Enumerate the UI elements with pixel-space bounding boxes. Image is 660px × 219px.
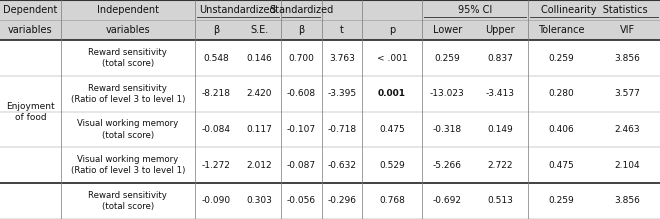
Text: S.E.: S.E. [250,25,268,35]
Text: 0.259: 0.259 [548,196,574,205]
Text: 0.001: 0.001 [378,89,406,98]
Text: -0.087: -0.087 [286,161,316,170]
Text: t: t [340,25,344,35]
Text: 0.117: 0.117 [246,125,272,134]
Text: Upper: Upper [485,25,515,35]
Bar [0,0,660,40]
Text: Visual working memory
(Ratio of level 3 to level 1): Visual working memory (Ratio of level 3 … [71,155,185,175]
Text: -0.632: -0.632 [327,161,356,170]
Text: 0.146: 0.146 [246,54,272,63]
Text: Tolerance: Tolerance [538,25,584,35]
Text: Standardized: Standardized [269,5,333,15]
Text: 0.548: 0.548 [203,54,229,63]
Text: -0.692: -0.692 [433,196,461,205]
Text: 0.529: 0.529 [379,161,405,170]
Text: Visual working memory
(total score): Visual working memory (total score) [77,120,178,140]
Text: 2.722: 2.722 [487,161,513,170]
Text: 2.012: 2.012 [246,161,272,170]
Text: p: p [389,25,395,35]
Text: 0.280: 0.280 [548,89,574,98]
Text: Unstandardized: Unstandardized [199,5,276,15]
Text: 2.104: 2.104 [614,161,640,170]
Text: 3.577: 3.577 [614,89,640,98]
Text: -3.413: -3.413 [486,89,514,98]
Text: -0.090: -0.090 [201,196,231,205]
Text: -0.084: -0.084 [202,125,230,134]
Text: Collinearity  Statistics: Collinearity Statistics [541,5,647,15]
Text: -13.023: -13.023 [430,89,465,98]
Text: -0.296: -0.296 [327,196,356,205]
Text: 0.837: 0.837 [487,54,513,63]
Text: 0.475: 0.475 [379,125,405,134]
Text: -0.608: -0.608 [286,89,316,98]
Text: 0.513: 0.513 [487,196,513,205]
Text: 95% CI: 95% CI [458,5,492,15]
Text: -0.318: -0.318 [432,125,462,134]
Text: Dependent: Dependent [3,5,57,15]
Text: -0.718: -0.718 [327,125,356,134]
Text: Reward sensitivity
(total score): Reward sensitivity (total score) [88,191,167,211]
Text: 0.475: 0.475 [548,161,574,170]
Text: 0.768: 0.768 [379,196,405,205]
Text: 3.856: 3.856 [614,54,640,63]
Text: Reward sensitivity
(total score): Reward sensitivity (total score) [88,48,167,68]
Text: 0.259: 0.259 [434,54,460,63]
Text: < .001: < .001 [377,54,407,63]
Text: VIF: VIF [620,25,634,35]
Text: variables: variables [106,25,150,35]
Text: β: β [298,25,304,35]
Text: Enjoyment
of food: Enjoyment of food [6,102,55,122]
Text: 2.420: 2.420 [246,89,272,98]
Text: 0.406: 0.406 [548,125,574,134]
Text: 0.303: 0.303 [246,196,272,205]
Text: 0.259: 0.259 [548,54,574,63]
Text: 0.149: 0.149 [487,125,513,134]
Text: Independent: Independent [97,5,158,15]
Text: -8.218: -8.218 [202,89,230,98]
Text: -5.266: -5.266 [433,161,461,170]
Text: 2.463: 2.463 [614,125,640,134]
Text: Lower: Lower [432,25,462,35]
Text: Reward sensitivity
(Ratio of level 3 to level 1): Reward sensitivity (Ratio of level 3 to … [71,84,185,104]
Text: -0.107: -0.107 [286,125,316,134]
Text: β: β [213,25,219,35]
Text: 3.763: 3.763 [329,54,355,63]
Text: -0.056: -0.056 [286,196,316,205]
Text: -1.272: -1.272 [202,161,230,170]
Text: 0.700: 0.700 [288,54,314,63]
Text: variables: variables [8,25,53,35]
Text: 3.856: 3.856 [614,196,640,205]
Text: -3.395: -3.395 [327,89,356,98]
